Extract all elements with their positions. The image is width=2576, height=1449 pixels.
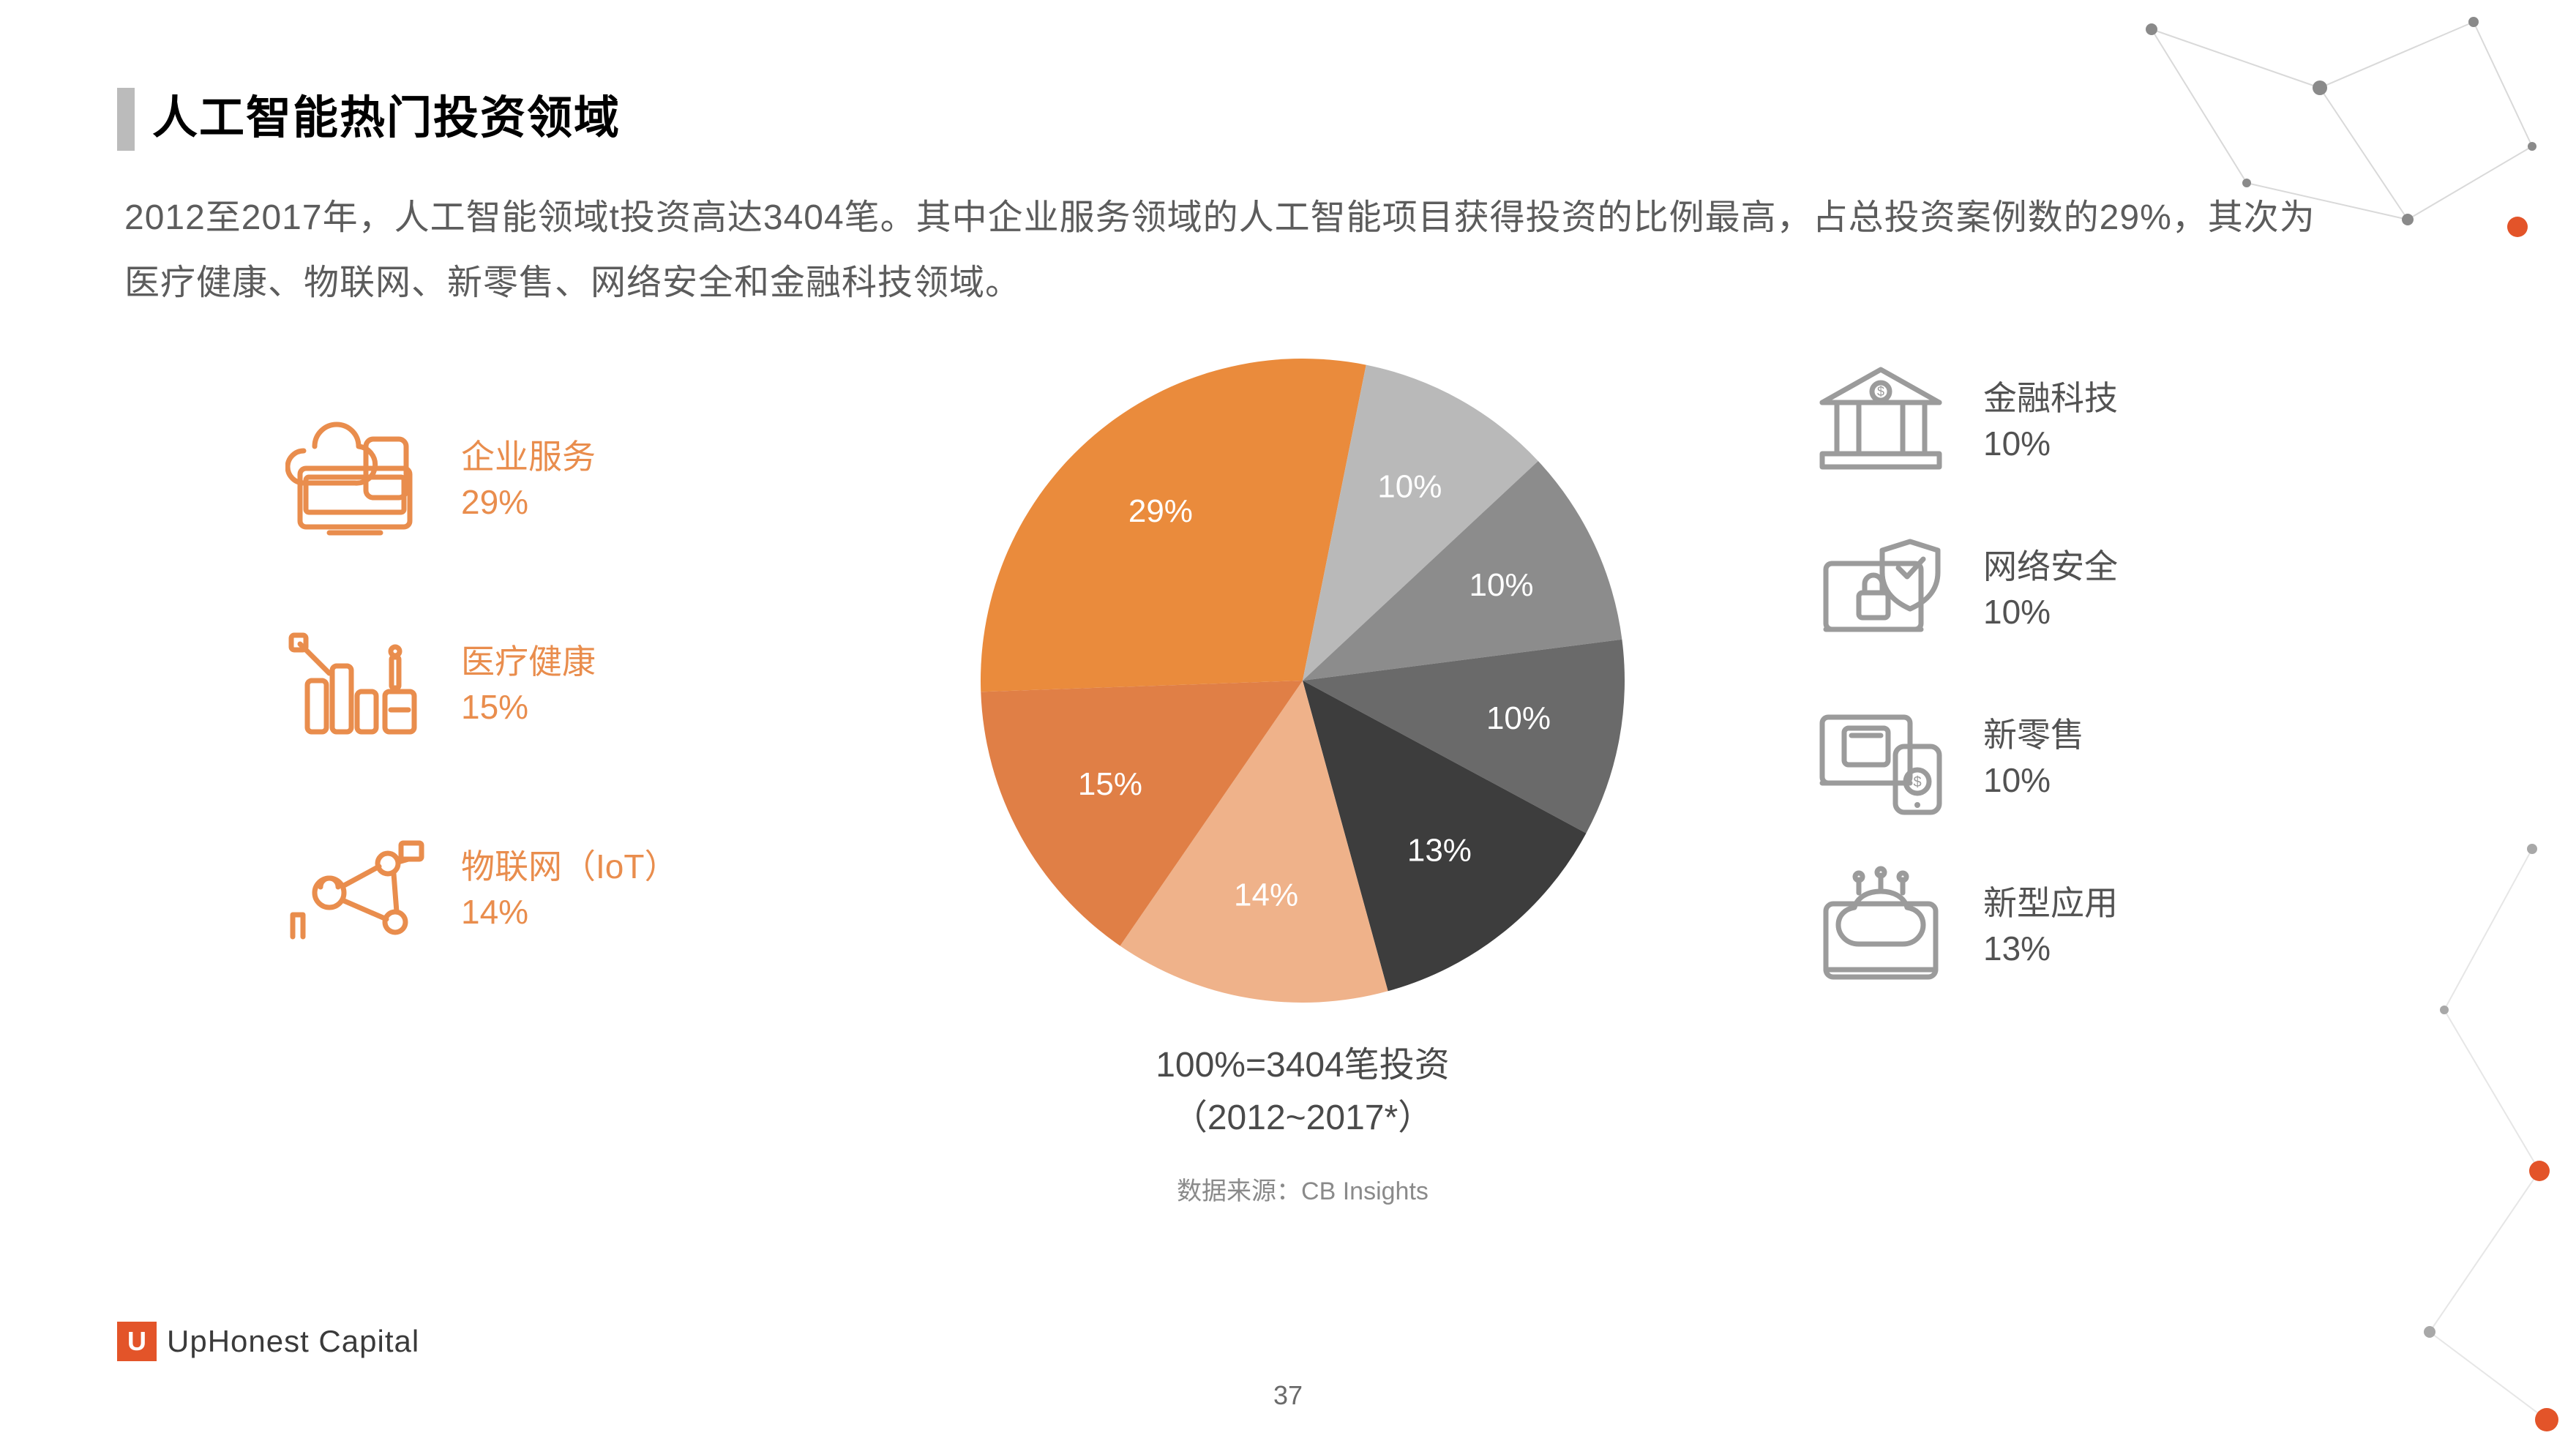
brand-mark-icon: U <box>117 1322 157 1361</box>
footer-brand: U UpHonest Capital <box>117 1322 419 1361</box>
data-source: 数据来源：CB Insights <box>981 1171 1625 1207</box>
legend-right: $金融科技10% 网络安全10% $ 新零售10% 新型应用13% <box>1808 359 2118 1032</box>
svg-text:$: $ <box>1877 384 1884 399</box>
legend-label: 新零售10% <box>1983 712 2084 803</box>
legend-label: 金融科技10% <box>1983 375 2118 466</box>
legend-name: 企业服务 <box>461 434 596 479</box>
body-paragraph: 2012至2017年，人工智能领域t投资高达3404笔。其中企业服务领域的人工智… <box>124 186 2349 316</box>
pie-caption-line2: （2012~2017*） <box>1172 1098 1433 1137</box>
legend-name: 医疗健康 <box>461 639 596 684</box>
pie-slice-label-iot: 14% <box>1234 877 1298 913</box>
legend-item-iot: 物联网（IoT）14% <box>285 827 678 951</box>
legend-pct: 10% <box>1983 757 2084 803</box>
pie-caption: 100%=3404笔投资 （2012~2017*） <box>981 1039 1625 1145</box>
legend-item-retail: $ 新零售10% <box>1808 695 2118 820</box>
pie-slice-label-security: 10% <box>1469 567 1533 603</box>
brand-name: UpHonest Capital <box>167 1324 419 1359</box>
legend-item-enterprise: 企业服务29% <box>285 417 678 542</box>
pie-chart: 29% 10% 10% 10% 13% 14% 15% <box>981 359 1625 1003</box>
fintech-icon: $ <box>1808 359 1954 483</box>
security-icon <box>1808 527 1954 651</box>
legend-pct: 10% <box>1983 421 2118 466</box>
pie-slice-label-newapps: 13% <box>1407 832 1472 868</box>
legend-label: 网络安全10% <box>1983 544 2118 634</box>
legend-name: 金融科技 <box>1983 375 2118 421</box>
legend-label: 企业服务29% <box>461 434 596 525</box>
legend-name: 网络安全 <box>1983 544 2118 589</box>
title-accent-bar <box>117 88 135 151</box>
legend-pct: 14% <box>461 889 678 935</box>
legend-name: 新型应用 <box>1983 880 2118 926</box>
page-number: 37 <box>0 1380 2576 1411</box>
legend-name: 新零售 <box>1983 712 2084 757</box>
slide: 人工智能热门投资领域 2012至2017年，人工智能领域t投资高达3404笔。其… <box>0 0 2576 1449</box>
legend-pct: 29% <box>461 479 596 525</box>
pie-slice-label-health: 15% <box>1078 766 1142 802</box>
legend-item-fintech: $ 金融科技10% <box>1808 359 2118 483</box>
enterprise-icon <box>285 417 432 542</box>
newapps-icon <box>1808 864 1954 988</box>
health-icon <box>285 622 432 746</box>
legend-label: 新型应用13% <box>1983 880 2118 971</box>
bg-network-bottom-icon <box>2064 790 2576 1449</box>
legend-pct: 13% <box>1983 926 2118 971</box>
pie-slice-label-enterprise: 29% <box>1128 493 1193 529</box>
legend-label: 物联网（IoT）14% <box>461 844 678 935</box>
pie-caption-line1: 100%=3404笔投资 <box>1156 1046 1450 1085</box>
page-title: 人工智能热门投资领域 <box>152 80 621 146</box>
pie-slice-label-retail: 10% <box>1486 700 1551 736</box>
legend-label: 医疗健康15% <box>461 639 596 730</box>
iot-icon <box>285 827 432 951</box>
legend-name: 物联网（IoT） <box>461 844 678 889</box>
legend-item-health: 医疗健康15% <box>285 622 678 746</box>
legend-item-security: 网络安全10% <box>1808 527 2118 651</box>
legend-left: 企业服务29% 医疗健康15% 物联网（IoT）14% <box>285 417 678 1032</box>
retail-icon: $ <box>1808 695 1954 820</box>
legend-item-newapps: 新型应用13% <box>1808 864 2118 988</box>
legend-pct: 15% <box>461 684 596 730</box>
svg-text:$: $ <box>1913 774 1921 790</box>
legend-pct: 10% <box>1983 589 2118 634</box>
pie-slice-label-fintech: 10% <box>1377 469 1442 505</box>
